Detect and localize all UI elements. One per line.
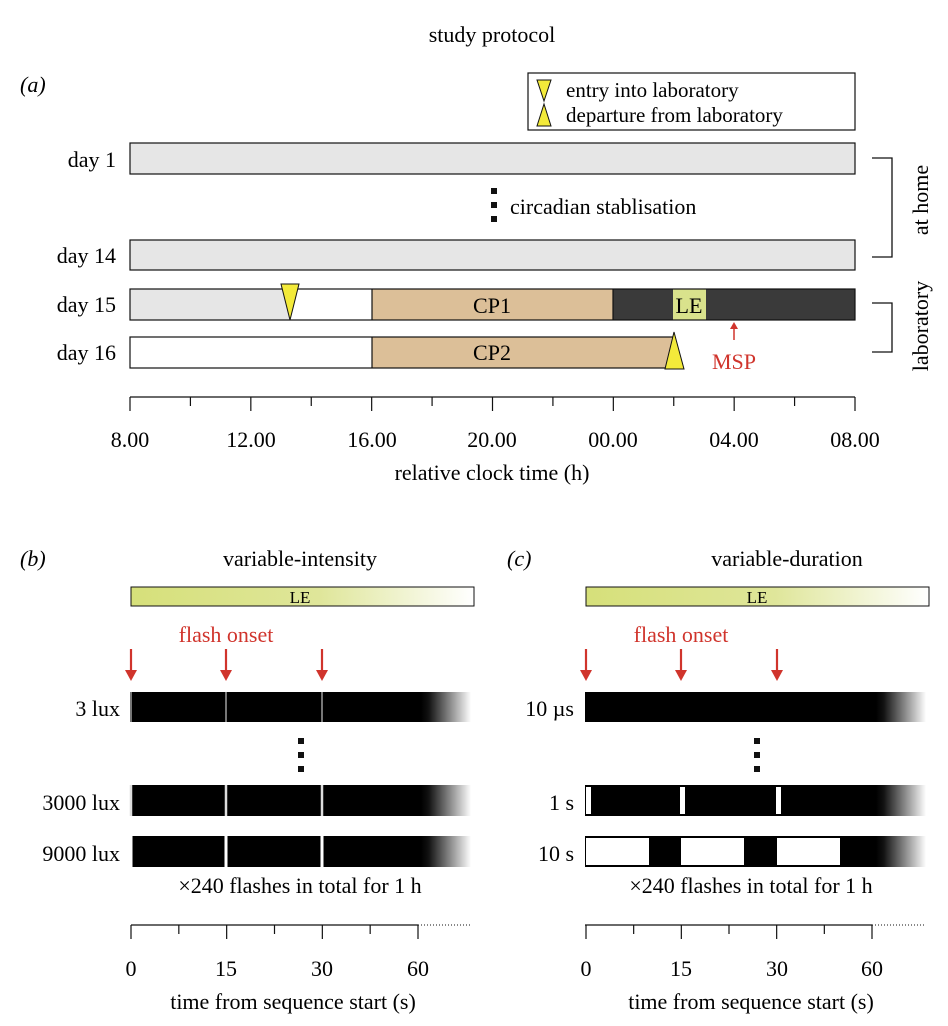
b-tick-label: 60 [407,956,429,981]
legend-box [527,72,856,131]
c-row-label: 10 µs [525,696,574,721]
panel-c-le-label: LE [747,588,768,607]
c-row-dots [754,738,760,772]
b-total-label: ×240 flashes in total for 1 h [178,873,421,898]
legend-entry-label: entry into laboratory [566,78,739,102]
panel-a-legend: entry into laboratory departure from lab… [527,72,856,131]
departure-marker-icon [664,331,685,370]
a-tick-label: 08.00 [830,427,880,452]
laboratory-bracket [872,302,893,353]
panel-c-axis [585,924,926,939]
at-home-label: at home [908,165,933,235]
entry-marker-icon [280,283,300,321]
b-tick-label: 0 [126,956,137,981]
legend-departure-label: departure from laboratory [566,103,783,127]
row-label-day1: day 1 [68,147,116,172]
c-tick-label: 0 [581,956,592,981]
c-flash-row-1s [585,785,926,816]
b-tick-label: 15 [215,956,237,981]
panel-c-onset-arrows [580,649,783,681]
c-row-label: 10 s [538,841,574,866]
c-tick-label: 30 [766,956,788,981]
panel-c-label: (c) [507,546,531,571]
b-row-label: 9000 lux [42,841,120,866]
day1-bar [129,142,856,175]
panel-b-onset-arrows [125,649,328,681]
stabilisation-label: circadian stablisation [510,194,696,219]
panel-b-axis [130,924,471,939]
a-tick-label: 20.00 [467,427,517,452]
panel-b-flash-onset: flash onset [179,622,274,647]
b-flash-row-9000lux [129,836,471,867]
figure-title: study protocol [429,22,556,47]
row-label-day15: day 15 [57,292,116,317]
c-total-label: ×240 flashes in total for 1 h [629,873,872,898]
day15-bar [129,288,856,321]
panel-a-axis [129,396,856,411]
b-row-dots [298,738,304,772]
a-tick-label: 04.00 [709,427,759,452]
c-tick-label: 15 [670,956,692,981]
a-tick-label: 16.00 [347,427,397,452]
panel-a-label: (a) [20,72,46,97]
panel-c-xlabel: time from sequence start (s) [628,989,874,1014]
c-row-label: 1 s [549,790,574,815]
cp1-label: CP1 [473,293,511,318]
entry-triangle-icon [536,79,552,103]
msp-arrow-head-icon [730,322,738,329]
day16-bar [129,336,674,369]
panel-a-xlabel: relative clock time (h) [395,460,590,485]
b-tick-label: 30 [311,956,333,981]
panel-b-label: (b) [20,546,46,571]
row-label-day14: day 14 [57,243,116,268]
row-label-day16: day 16 [57,340,116,365]
b-row-label: 3000 lux [42,790,120,815]
c-tick-label: 60 [861,956,883,981]
panel-c-flash-onset: flash onset [634,622,729,647]
b-row-label: 3 lux [75,696,120,721]
panel-b-xlabel: time from sequence start (s) [170,989,416,1014]
le-block [673,289,706,320]
laboratory-label: laboratory [908,281,933,371]
panel-a-tick-labels: 8.00 12.00 16.00 20.00 00.00 04.00 08.00 [111,427,880,452]
panel-b-title: variable-intensity [223,546,377,571]
le-label: LE [676,293,703,318]
day14-bar [129,239,856,271]
home-bracket [872,157,893,258]
panel-c-le-bar [585,586,930,607]
b-flash-row-3000lux [129,785,471,816]
panel-b-le-bar [130,586,475,607]
cp2-label: CP2 [473,340,511,365]
panel-b-le-label: LE [290,588,311,607]
msp-label: MSP [712,349,756,374]
a-tick-label: 12.00 [226,427,276,452]
c-flash-row-10s [585,836,926,867]
departure-triangle-icon [536,102,552,127]
c-flash-row-10us [585,692,926,722]
a-tick-label: 00.00 [588,427,638,452]
panel-c-title: variable-duration [711,546,863,571]
a-tick-label: 8.00 [111,427,150,452]
b-flash-row-3lux [130,692,471,722]
stabilisation-dots [491,188,497,222]
